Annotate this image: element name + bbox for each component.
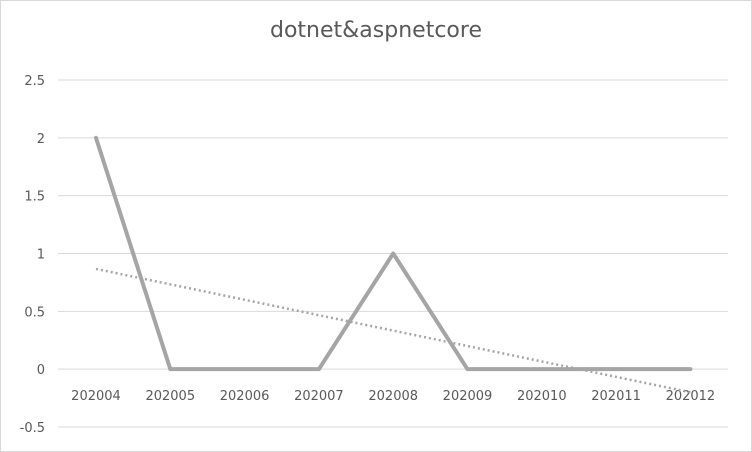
y-tick-label: -0.5 xyxy=(20,421,45,436)
chart-title: dotnet&aspnetcore xyxy=(270,18,482,43)
trendline xyxy=(95,267,691,394)
x-tick-label: 202006 xyxy=(220,389,270,404)
y-tick-label: 1 xyxy=(37,248,45,263)
x-tick-label: 202011 xyxy=(591,389,641,404)
x-tick-label: 202005 xyxy=(145,389,195,404)
x-tick-label: 202012 xyxy=(666,389,716,404)
y-tick-label: 1.5 xyxy=(24,190,45,205)
y-tick-label: 2.5 xyxy=(24,74,45,89)
y-tick-label: 0 xyxy=(37,363,45,378)
series-line xyxy=(94,135,693,372)
y-tick-label: 2 xyxy=(37,132,45,147)
x-tick-label: 202008 xyxy=(368,389,418,404)
x-tick-label: 202004 xyxy=(71,389,121,404)
x-tick-label: 202010 xyxy=(517,389,567,404)
x-tick-label: 202009 xyxy=(443,389,493,404)
y-tick-label: 0.5 xyxy=(24,305,45,320)
x-tick-label: 202007 xyxy=(294,389,344,404)
